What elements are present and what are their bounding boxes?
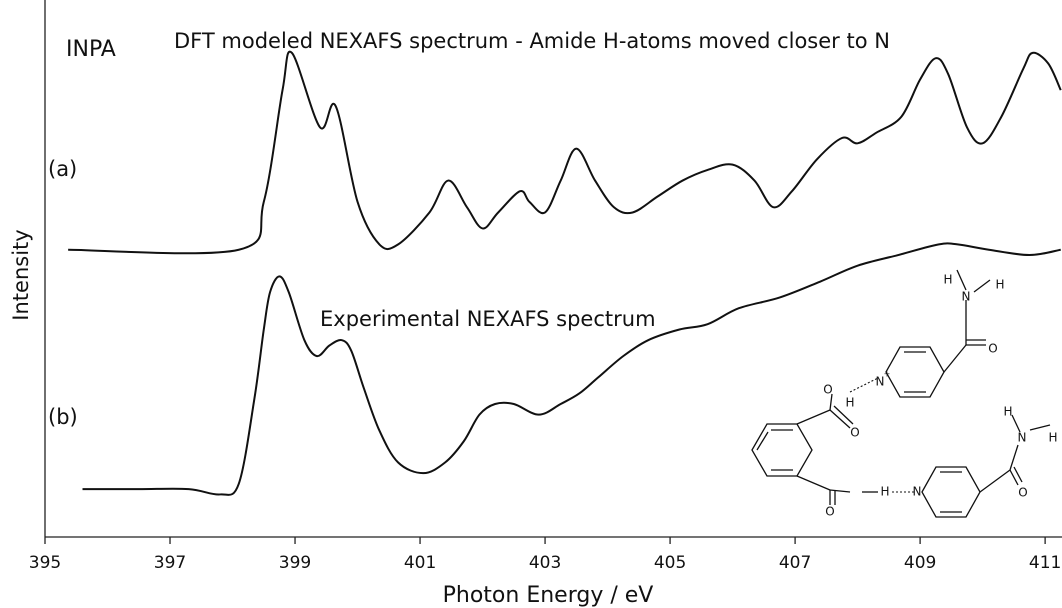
atom-label: O bbox=[988, 342, 997, 356]
spectrum-line bbox=[82, 242, 1061, 496]
atom-label: + bbox=[884, 370, 891, 379]
atom-label: O bbox=[1018, 486, 1027, 500]
x-tick-label: 411 bbox=[1029, 553, 1061, 573]
x-tick-label: 397 bbox=[154, 553, 186, 573]
atom-label: N bbox=[876, 375, 885, 389]
atom-label: H bbox=[995, 278, 1004, 292]
molecule-diagram bbox=[751, 269, 1051, 518]
atom-label: N bbox=[962, 290, 971, 304]
x-tick-label: 409 bbox=[904, 553, 936, 573]
chart-title: DFT modeled NEXAFS spectrum - Amide H-at… bbox=[174, 29, 890, 53]
annotation: Experimental NEXAFS spectrum bbox=[320, 307, 656, 331]
panel-label: INPA bbox=[66, 37, 116, 62]
x-tick-label: 405 bbox=[654, 553, 686, 573]
atom-label: O bbox=[850, 426, 859, 440]
atom-label: O bbox=[823, 383, 832, 397]
x-tick-label: 403 bbox=[529, 553, 561, 573]
atom-label: H bbox=[943, 273, 952, 287]
y-axis-label: Intensity bbox=[9, 229, 33, 320]
atom-label: H bbox=[845, 396, 854, 410]
atom-label: N bbox=[913, 485, 922, 499]
atom-label: N bbox=[1018, 431, 1027, 445]
x-tick-label: 407 bbox=[779, 553, 811, 573]
x-axis-label: Photon Energy / eV bbox=[443, 583, 654, 608]
atom-label: H bbox=[1048, 431, 1057, 445]
spectrum-line bbox=[68, 50, 1062, 255]
atom-label: H bbox=[1003, 405, 1012, 419]
atom-label: H bbox=[880, 485, 889, 499]
x-tick-label: 401 bbox=[404, 553, 436, 573]
atom-label: O bbox=[825, 505, 834, 519]
x-tick-label: 395 bbox=[29, 553, 61, 573]
x-tick-label: 399 bbox=[279, 553, 311, 573]
series-label: (b) bbox=[48, 405, 78, 429]
series-label: (a) bbox=[48, 157, 77, 181]
